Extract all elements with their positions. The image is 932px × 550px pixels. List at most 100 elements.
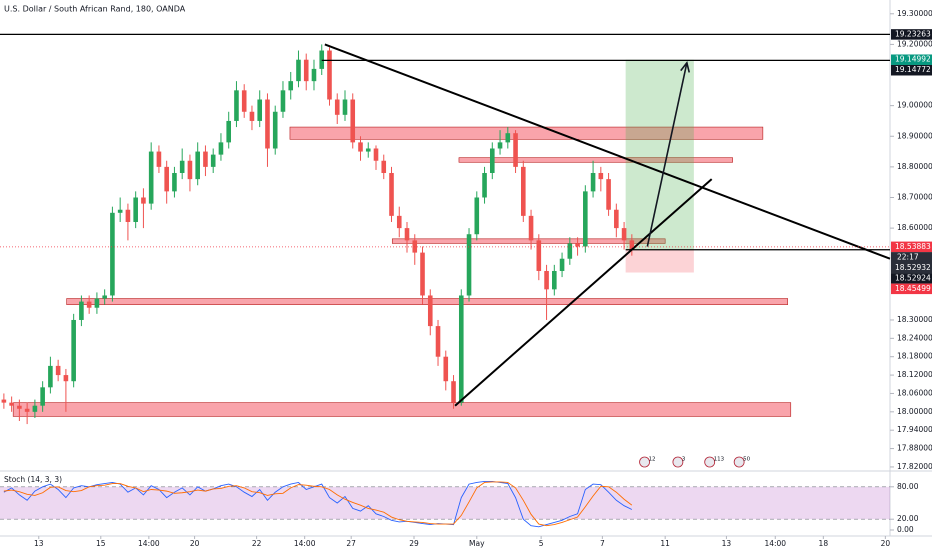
candle-body — [48, 365, 53, 388]
event-icon — [733, 456, 745, 468]
candle-body — [606, 179, 611, 210]
candle-body — [24, 408, 30, 412]
price-label-box — [891, 273, 932, 284]
y-tick-label: 17.88000 — [897, 444, 932, 453]
y-tick-label: 19.30000 — [897, 9, 932, 18]
candle-body — [63, 375, 69, 382]
candle-body — [265, 99, 270, 149]
candle-body — [420, 252, 425, 296]
y-tick-label: 18.90000 — [897, 131, 932, 140]
candle-body — [583, 191, 588, 247]
candle-body — [404, 228, 410, 241]
y-tick-label: 20.00 — [897, 514, 919, 523]
event-label: 12 — [649, 457, 656, 463]
x-tick-label: May — [469, 539, 485, 548]
candle-body — [621, 228, 627, 241]
candle-body — [94, 298, 100, 308]
x-tick-label: 22 — [252, 539, 262, 548]
price-label-box — [891, 29, 932, 40]
candle-body — [187, 160, 193, 180]
candle-body — [396, 215, 402, 229]
candle-body — [590, 172, 596, 192]
candle-body — [133, 197, 138, 222]
indicator-title: Stoch (14, 3, 3) — [4, 475, 62, 484]
candle-body — [71, 319, 76, 382]
candle-body — [629, 240, 635, 250]
y-tick-label: 80.00 — [897, 482, 919, 491]
candle-body — [210, 154, 216, 167]
x-tick-label: 29 — [409, 539, 419, 548]
candle-body — [102, 295, 107, 299]
candle-body — [350, 99, 356, 143]
y-tick-label: 19.00000 — [897, 101, 932, 110]
zone — [391, 238, 666, 244]
candle-body — [412, 240, 418, 253]
candle-body — [528, 215, 534, 241]
candle-body — [288, 81, 294, 91]
candle-body — [17, 405, 22, 409]
price-label-box — [891, 241, 932, 253]
main-pane: 12 3 113 50 — [0, 33, 891, 468]
candle-body — [141, 197, 146, 204]
price-label: 18.52924 — [895, 273, 931, 282]
candle-body — [218, 142, 224, 155]
y-tick-label: 18.06000 — [897, 388, 932, 397]
candle-body — [489, 148, 495, 173]
y-tick-label: 19.20000 — [897, 39, 932, 48]
candle-body — [358, 142, 363, 152]
candle-body — [40, 387, 45, 406]
candle-body — [513, 133, 518, 167]
candle-body — [505, 133, 511, 143]
trend-line — [454, 178, 713, 407]
candle-body — [319, 50, 325, 69]
y-tick-label: 0.00 — [897, 525, 914, 534]
x-tick-label: 7 — [600, 539, 605, 548]
candle-body — [536, 240, 542, 271]
candle-body — [544, 270, 549, 290]
event-label: 50 — [743, 457, 750, 463]
zone — [66, 298, 788, 305]
candle-body — [249, 111, 255, 121]
candle-body — [148, 151, 154, 204]
candle-body — [567, 243, 573, 259]
y-tick-label: 18.12000 — [897, 370, 932, 379]
trend-line — [324, 43, 891, 260]
y-tick-label: 17.94000 — [897, 425, 932, 434]
candle-body — [125, 209, 131, 222]
candle-body — [443, 356, 449, 382]
y-tick-label: 18.30000 — [897, 315, 932, 324]
candle-body — [32, 405, 38, 412]
arrow-head — [680, 60, 691, 73]
candle-body — [296, 59, 301, 82]
candle-body — [482, 172, 487, 198]
candle-body — [203, 151, 208, 167]
candle-body — [342, 99, 348, 115]
price-label: 18.52932 — [895, 263, 931, 272]
candle-body — [241, 90, 247, 112]
arrow-line — [646, 62, 688, 247]
stoch-pane — [0, 480, 890, 528]
x-tick-label: 13 — [722, 539, 732, 548]
candle-body — [614, 209, 619, 229]
price-label-box — [891, 283, 932, 295]
candle-body — [164, 166, 169, 192]
price-label: 19.14992 — [895, 55, 931, 64]
price-label-box — [891, 54, 932, 65]
price-label: 18.53883 — [895, 242, 931, 251]
candle-body — [334, 99, 340, 115]
candle-body — [389, 172, 394, 216]
chart-title: U.S. Dollar / South African Rand, 180, O… — [4, 5, 186, 14]
position-profit — [625, 59, 694, 250]
candle-body — [234, 90, 239, 121]
candle-body — [598, 172, 604, 180]
candle-body — [552, 270, 557, 290]
candle-body — [86, 301, 92, 308]
x-tick-label: 14:00 — [138, 539, 160, 548]
y-tick-label: 18.18000 — [897, 352, 932, 361]
candle-body — [110, 212, 115, 296]
x-tick-label: 14:00 — [764, 539, 786, 548]
candle-body — [9, 402, 14, 406]
y-tick-label: 18.70000 — [897, 192, 932, 201]
